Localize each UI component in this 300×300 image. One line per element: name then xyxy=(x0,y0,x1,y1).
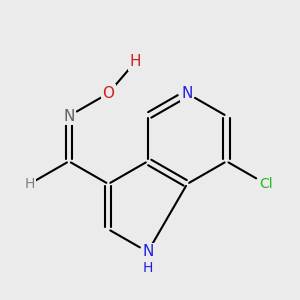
Text: N: N xyxy=(63,109,75,124)
Text: O: O xyxy=(102,86,114,101)
Text: H: H xyxy=(130,54,141,69)
Text: H: H xyxy=(142,261,153,275)
Text: Cl: Cl xyxy=(259,177,273,191)
Text: H: H xyxy=(24,177,35,191)
Text: N: N xyxy=(142,244,153,260)
Text: N: N xyxy=(182,86,193,101)
